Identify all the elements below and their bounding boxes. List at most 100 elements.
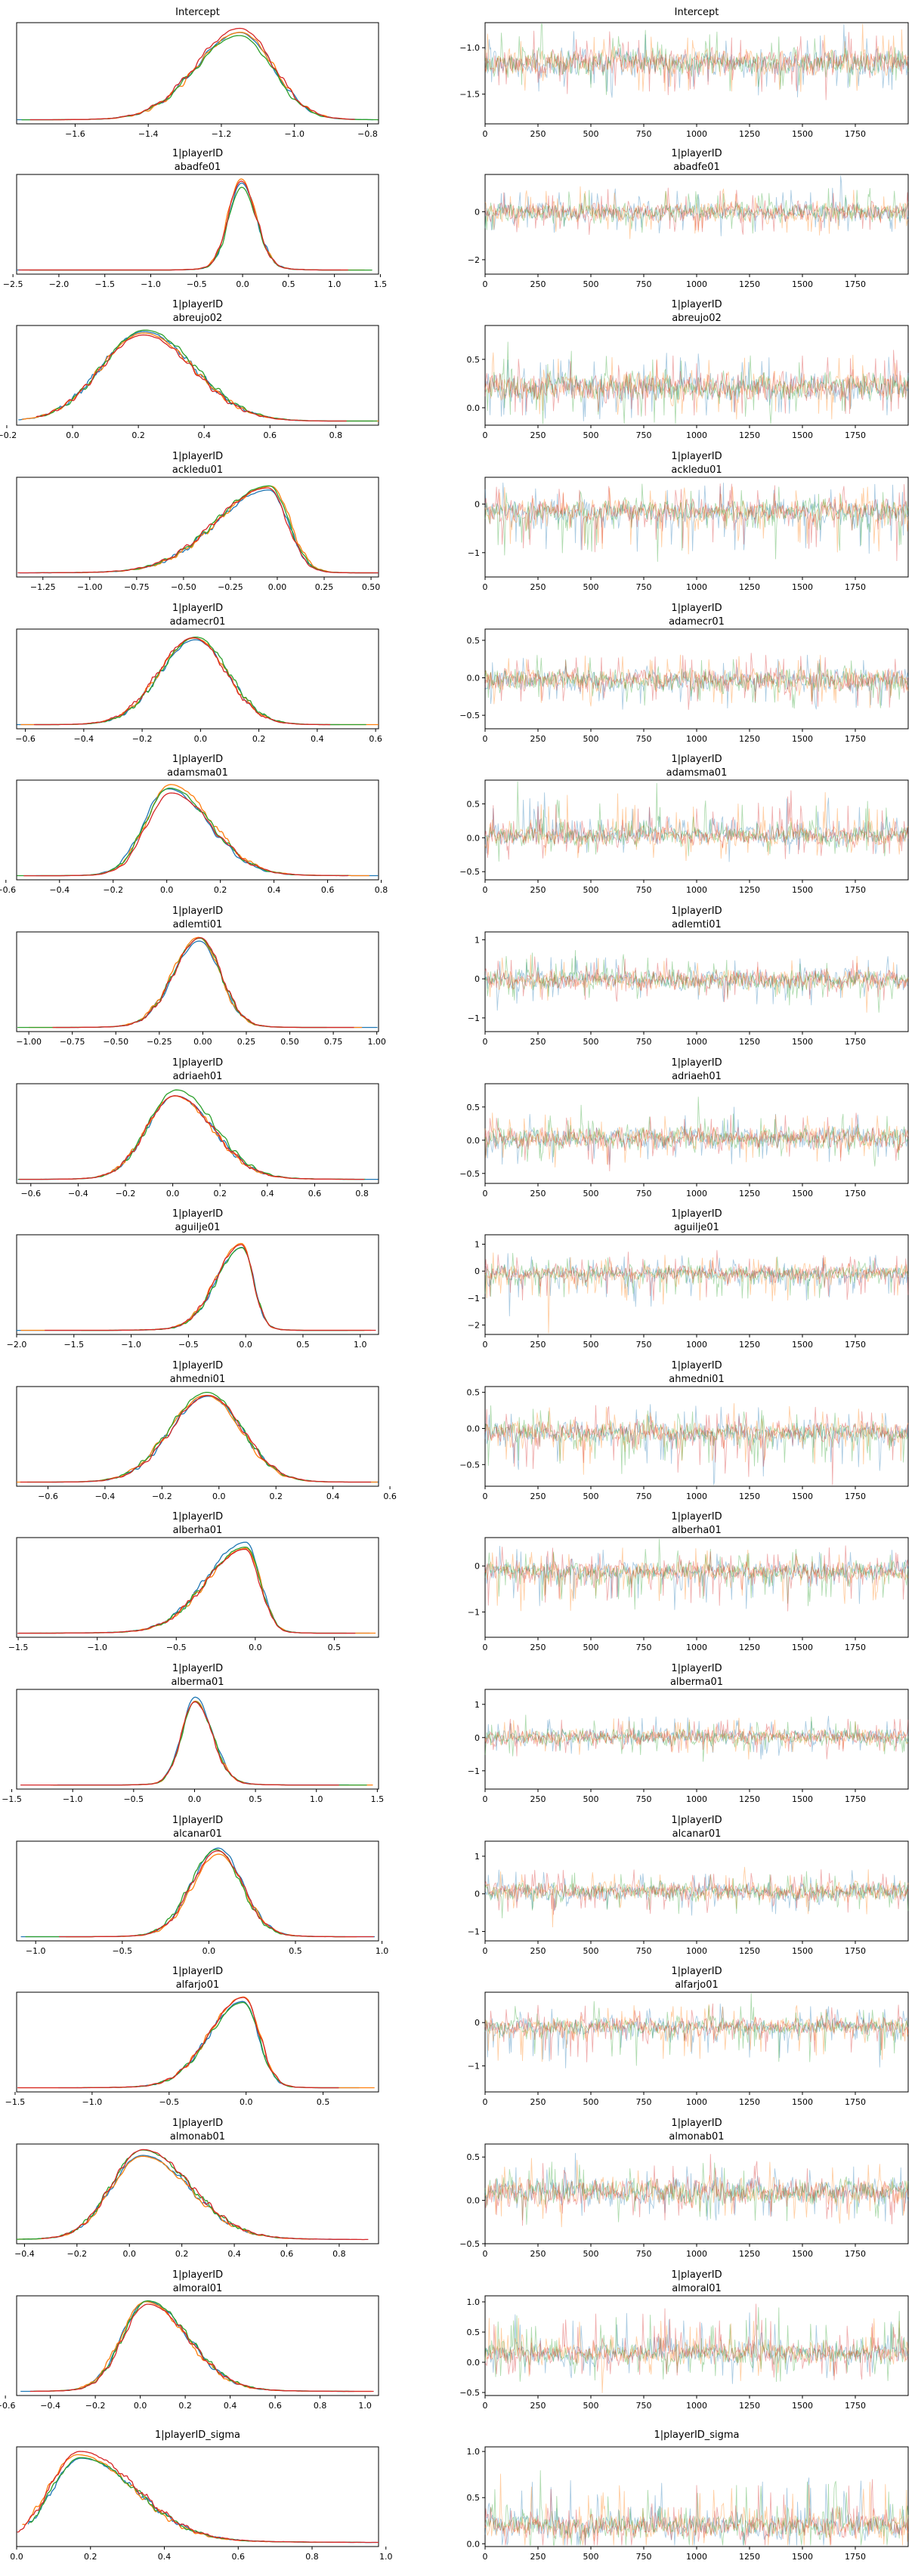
trace-line-chain-0: [484, 1869, 909, 1916]
axes-spines: [16, 325, 379, 426]
x-tick-label: −0.6: [38, 1492, 58, 1501]
x-tick-label: 1750: [845, 1946, 866, 1956]
trace-panel-alberha01: 1|playerID alberha01 0 250 500 750 1000 1250 150…: [468, 1511, 909, 1652]
x-tick-label: −1.0: [141, 279, 161, 289]
x-tick-label: 1250: [739, 1946, 760, 1956]
x-tick-label: 1250: [739, 2552, 760, 2562]
y-tick-label: 0.0: [467, 673, 480, 683]
kde-panel-ahmedni01: 1|playerID ahmedni01 −0.6 −0.4 −0.2 0.0 0.2 0.4…: [16, 1360, 397, 1501]
x-tick-label: 750: [636, 2097, 652, 2107]
x-tick-label: 1500: [792, 1340, 813, 1350]
x-tick-label: −1.00: [77, 582, 103, 592]
x-tick-label: 0: [483, 279, 488, 289]
panel-title-line2: aguilje01: [175, 1222, 221, 1233]
panel-title: Intercept: [675, 7, 719, 18]
x-tick-label: 0: [483, 1946, 488, 1956]
trace-line-chain-1: [484, 2158, 909, 2228]
trace-line-chain-2: [484, 949, 909, 1013]
x-tick-label: 0: [483, 2249, 488, 2259]
trace-line-chain-1: [484, 352, 909, 420]
x-tick-label: −0.4: [14, 2249, 35, 2259]
trace-line-chain-0: [484, 24, 909, 98]
x-tick-label: 1750: [845, 885, 866, 895]
kde-line-chain-0: [17, 182, 341, 270]
x-tick-label: −0.4: [68, 1189, 88, 1199]
x-tick-label: 1500: [792, 279, 813, 289]
x-tick-label: 1000: [686, 1492, 707, 1501]
x-tick-label: 750: [636, 1946, 652, 1956]
kde-panel-adamecr01: 1|playerID adamecr01 −0.6 −0.4 −0.2 0.0 0.2 0.4…: [15, 603, 382, 744]
x-tick-label: 1.0: [358, 2401, 371, 2411]
kde-line-chain-1: [22, 2454, 323, 2544]
axes-spines: [16, 2143, 379, 2244]
x-tick-label: 0.6: [308, 1189, 321, 1199]
panel-title-line2: alberha01: [672, 1525, 722, 1536]
x-tick-label: 0.4: [158, 2552, 171, 2562]
kde-line-chain-3: [23, 792, 349, 877]
trace-line-chain-0: [484, 175, 909, 236]
x-tick-label: 1500: [792, 2401, 813, 2411]
x-tick-label: 0.50: [362, 582, 380, 592]
x-tick-label: 0: [483, 1492, 488, 1501]
trace-line-chain-3: [484, 1868, 909, 1915]
y-tick-label: 0.0: [467, 2196, 480, 2206]
kde-line-chain-3: [41, 2149, 369, 2241]
axes-spines: [16, 2446, 379, 2547]
y-tick-label: −0.5: [459, 2239, 480, 2249]
panel-title-line2: alcanar01: [173, 1828, 222, 1840]
trace-line-chain-1: [484, 1112, 909, 1168]
panel-title-line1: 1|playerID: [172, 1815, 223, 1826]
y-tick-label: −2: [468, 1321, 480, 1331]
kde-panel-abreujo02: 1|playerID abreujo02 −0.2 0.0 0.2 0.4 0.6 0.8: [0, 299, 379, 440]
trace-line-chain-1: [484, 654, 909, 708]
x-tick-label: −0.2: [0, 430, 17, 440]
trace-line-chain-2: [484, 1993, 909, 2066]
y-tick-label: 1: [475, 935, 480, 945]
kde-line-chain-0: [56, 940, 378, 1029]
x-tick-label: 1000: [686, 430, 707, 440]
y-tick-label: 0.5: [467, 800, 480, 810]
x-tick-label: 250: [530, 1037, 546, 1047]
axes-spines: [16, 1537, 379, 1638]
trace-line-chain-2: [484, 781, 908, 862]
x-tick-label: 1500: [792, 1037, 813, 1047]
x-tick-label: 0.2: [214, 885, 227, 895]
x-tick-label: 0.0: [239, 1340, 252, 1350]
axes-spines: [484, 1537, 909, 1638]
trace-line-chain-0: [484, 2477, 909, 2546]
trace-line-chain-0: [484, 1716, 909, 1760]
y-tick-label: −0.5: [459, 711, 480, 720]
x-tick-label: −0.5: [187, 279, 207, 289]
x-tick-label: 1250: [739, 734, 760, 744]
x-tick-label: 250: [530, 2552, 546, 2562]
x-tick-label: 250: [530, 2401, 546, 2411]
x-tick-label: 1500: [792, 1794, 813, 1804]
trace-line-chain-2: [484, 2161, 909, 2225]
panel-title: 1|playerID_sigma: [654, 2429, 739, 2441]
panel-title-line1: 1|playerID: [671, 1815, 722, 1826]
trace-panel-1-playerid-sigma: 1|playerID_sigma 0 250 500 750 1000 1250 1500 17…: [467, 2429, 909, 2562]
kde-line-chain-2: [17, 2149, 314, 2240]
trace-panel-adamecr01: 1|playerID adamecr01 0 250 500 750 1000 1250 150…: [459, 603, 909, 744]
x-tick-label: 0.8: [305, 2552, 318, 2562]
panel-title-line1: 1|playerID: [671, 1360, 722, 1371]
axes-spines: [16, 174, 379, 275]
x-tick-label: 0.00: [268, 582, 286, 592]
kde-panel-alberma01: 1|playerID alberma01 −1.5 −1.0 −0.5 0.0 0.5 1.0…: [2, 1663, 384, 1804]
trace-line-chain-0: [484, 353, 909, 422]
kde-line-chain-0: [58, 2001, 360, 2089]
kde-line-chain-2: [36, 485, 378, 574]
panel-title-line2: alberma01: [171, 1677, 224, 1688]
x-tick-label: 1750: [845, 129, 866, 139]
kde-panel-alcanar01: 1|playerID alcanar01 −1.0 −0.5 0.0 0.5 1.0: [16, 1815, 388, 1956]
x-tick-label: 1750: [845, 1189, 866, 1199]
kde-line-chain-0: [17, 1247, 348, 1331]
kde-line-chain-3: [34, 637, 331, 725]
kde-line-chain-1: [62, 1095, 355, 1180]
x-tick-label: 750: [636, 1643, 652, 1652]
x-tick-label: 1000: [686, 1037, 707, 1047]
kde-line-chain-3: [29, 2303, 374, 2392]
kde-line-chain-1: [76, 486, 373, 574]
trace-line-chain-0: [484, 1404, 909, 1485]
